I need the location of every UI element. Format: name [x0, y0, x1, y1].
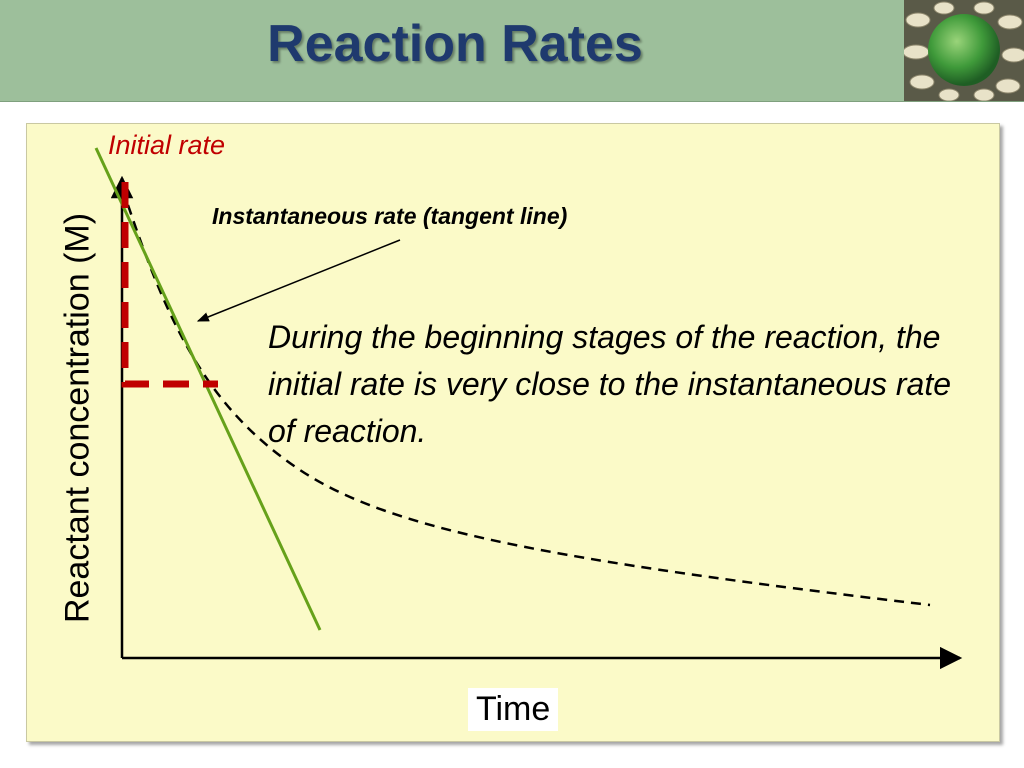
- slide-header: Reaction Rates: [0, 0, 1024, 102]
- initial-rate-label: Initial rate: [108, 130, 226, 160]
- x-axis-label: Time: [468, 688, 559, 731]
- slide-title: Reaction Rates: [267, 15, 643, 73]
- concentration-curve: [126, 204, 931, 607]
- molecule-sphere-icon: [902, 0, 1024, 102]
- tangent-line-label: Instantaneous rate (tangent line): [212, 203, 568, 229]
- content-panel: [26, 123, 1000, 742]
- explanation-text: During the beginning stages of the react…: [268, 319, 952, 449]
- initial-rate-triangle: [121, 182, 218, 388]
- pointer-arrow: [196, 239, 401, 322]
- tangent-line: [94, 147, 322, 631]
- y-axis-label: Reactant concentration (M): [58, 212, 97, 624]
